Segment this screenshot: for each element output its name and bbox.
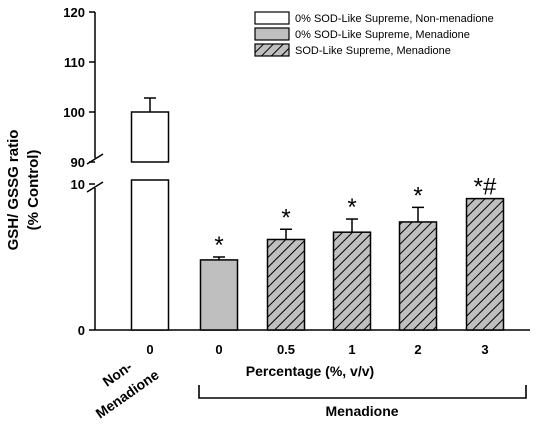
bar [130,111,170,163]
x-tick-label: 0.5 [277,342,295,357]
x-axis-label: Percentage (%, v/v) [246,363,374,379]
y-tick-label: 120 [63,5,85,20]
significance-marker: *# [474,174,497,201]
menadione-bracket [198,385,527,399]
x-tick-label: 1 [348,342,355,357]
legend: 0% SOD-Like Supreme, Non-menadione 0% SOD… [254,11,494,57]
significance-marker: * [347,194,356,221]
significance-marker: * [281,204,290,231]
y-tick-label: 100 [63,105,85,120]
legend-label: 0% SOD-Like Supreme, Menadione [295,29,470,41]
x-tick-label: 2 [414,342,421,357]
bar [130,179,170,331]
significance-marker: * [214,232,223,259]
legend-swatch [254,43,290,57]
y-tick-label: 110 [64,55,85,70]
bar [398,221,438,331]
x-tick-label: 0 [146,342,153,357]
group-label-menadione: Menadione [325,403,398,419]
significance-marker: * [413,182,422,209]
y-tick-label: 0 [78,323,85,338]
y-tick-label: 90 [71,155,85,170]
bar [266,238,306,331]
bar [465,197,505,331]
y-axis-label-line2: (% Control) [25,150,42,231]
x-tick-label: 0 [215,342,222,357]
legend-swatch [254,27,290,41]
bar [332,231,372,331]
legend-label: SOD-Like Supreme, Menadione [295,45,451,57]
x-tick-label: 3 [481,342,488,357]
legend-swatch [254,11,290,25]
y-tick-label: 10 [71,177,85,192]
bar [199,259,239,331]
axis-break-mark [86,181,104,193]
bars [130,97,505,331]
y-axis-label-line1: GSH/ GSSG ratio [5,130,22,251]
legend-label: 0% SOD-Like Supreme, Non-menadione [295,13,494,25]
